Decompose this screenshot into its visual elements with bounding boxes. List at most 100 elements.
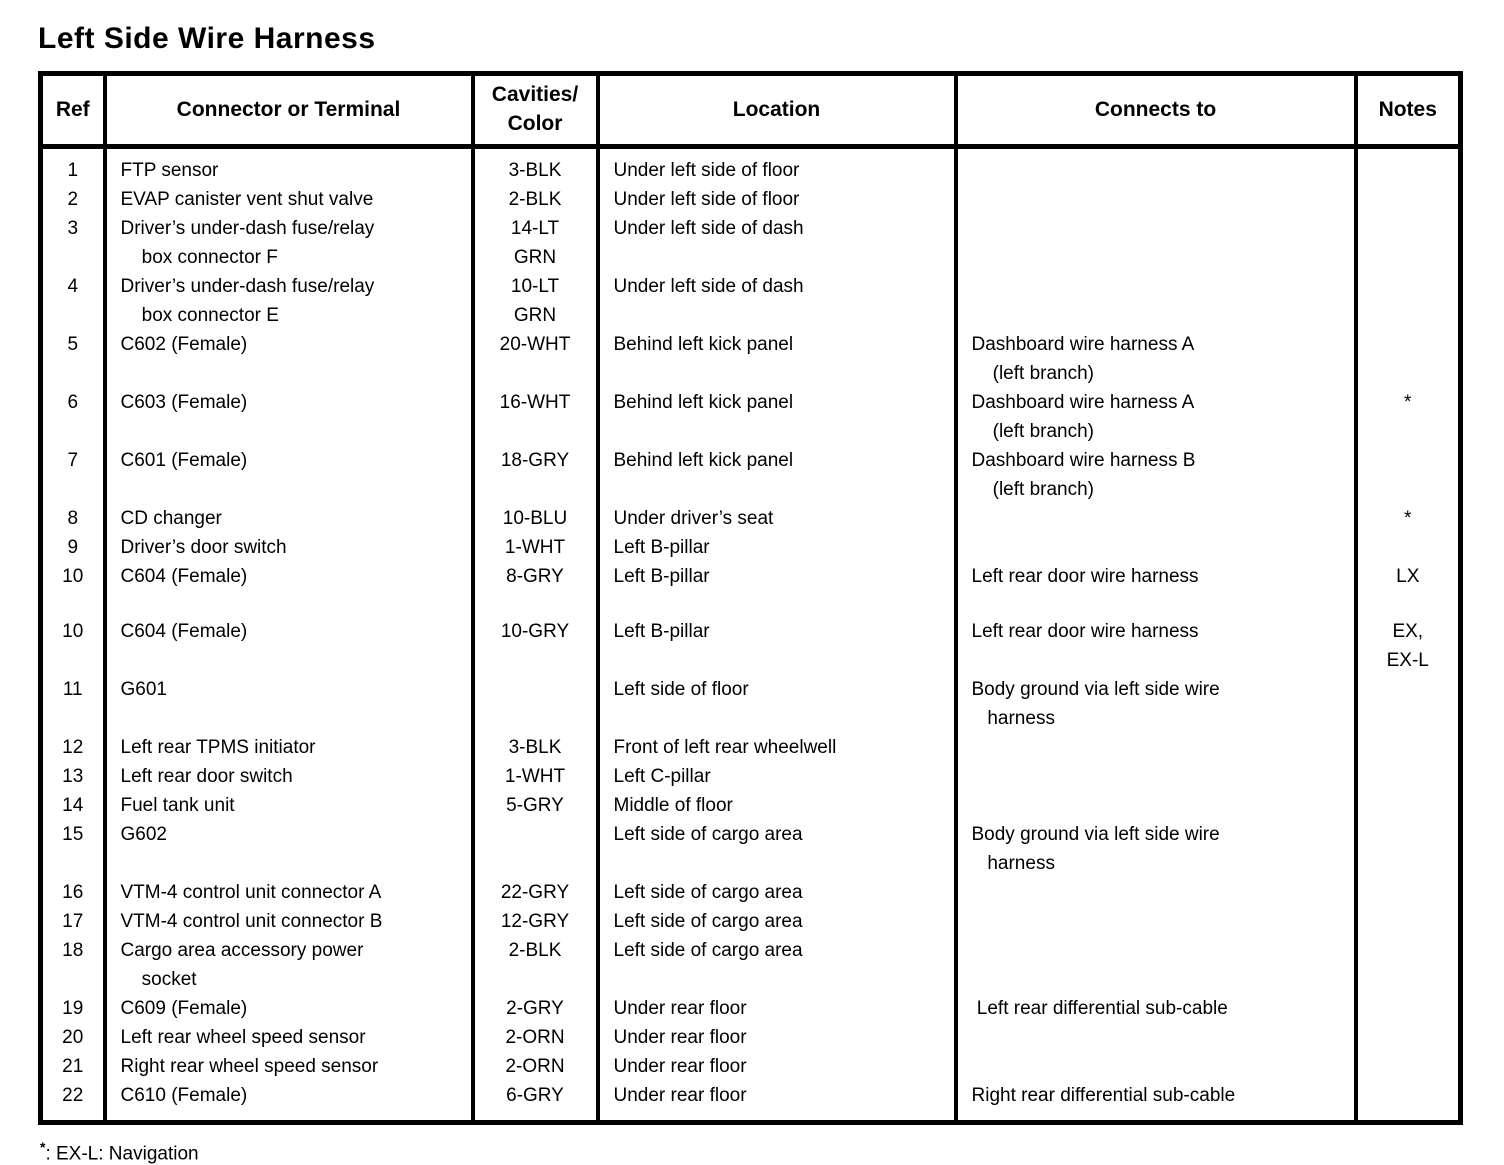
cell-connector: C609 (Female) bbox=[102, 994, 475, 1023]
table-row: 2 EVAP canister vent shut valve 2-BLK Under… bbox=[38, 185, 1463, 214]
cell-connects-to: Dashboard wire harness B (left branch) bbox=[953, 446, 1358, 504]
cell-connector: Right rear wheel speed sensor bbox=[102, 1052, 475, 1081]
cell-notes bbox=[1353, 533, 1463, 562]
cell-location: Under rear floor bbox=[595, 1052, 958, 1081]
table-row: 11 G601 Left side of floor Body ground via … bbox=[38, 675, 1463, 733]
cell-connects-to: Body ground via left side wire harness bbox=[953, 820, 1358, 878]
cell-ref: 13 bbox=[38, 762, 107, 791]
column-header-notes: Notes bbox=[1353, 73, 1463, 149]
cell-connects-to bbox=[953, 791, 1358, 820]
cell-notes bbox=[1353, 994, 1463, 1023]
cell-connects-to: Right rear differential sub-cable bbox=[953, 1081, 1358, 1123]
cell-cavities: 3-BLK bbox=[470, 146, 600, 185]
cell-connects-to: Left rear door wire harness bbox=[953, 617, 1358, 675]
cell-notes bbox=[1353, 907, 1463, 936]
cell-location: Under left side of floor bbox=[595, 185, 958, 214]
cell-ref: 6 bbox=[38, 388, 107, 446]
cell-ref: 10 bbox=[38, 617, 107, 675]
cell-connects-to bbox=[953, 907, 1358, 936]
cell-cavities: 2-BLK bbox=[470, 185, 600, 214]
footnote: *: EX-L: Navigation bbox=[40, 1139, 1468, 1165]
cell-cavities: 10-BLU bbox=[470, 504, 600, 533]
cell-notes: * bbox=[1353, 388, 1463, 446]
cell-connector: G601 bbox=[102, 675, 475, 733]
cell-connector: FTP sensor bbox=[102, 146, 475, 185]
cell-ref: 9 bbox=[38, 533, 107, 562]
cell-notes: * bbox=[1353, 504, 1463, 533]
table-row: 16 VTM-4 control unit connector A 22-GRY Le… bbox=[38, 878, 1463, 907]
cell-connects-to bbox=[953, 878, 1358, 907]
cell-location: Left C-pillar bbox=[595, 762, 958, 791]
cell-location: Middle of floor bbox=[595, 791, 958, 820]
cell-ref: 20 bbox=[38, 1023, 107, 1052]
table-row: 6 C603 (Female) 16-WHT Behind left kick pan… bbox=[38, 388, 1463, 446]
cell-location: Under left side of dash bbox=[595, 272, 958, 330]
cell-notes bbox=[1353, 185, 1463, 214]
cell-cavities: 16-WHT bbox=[470, 388, 600, 446]
cell-connector: C604 (Female) bbox=[102, 562, 475, 617]
cell-connector: Cargo area accessory power socket bbox=[102, 936, 475, 994]
cell-connects-to bbox=[953, 733, 1358, 762]
cell-connector: C603 (Female) bbox=[102, 388, 475, 446]
cell-connects-to: Dashboard wire harness A (left branch) bbox=[953, 330, 1358, 388]
cell-ref: 19 bbox=[38, 994, 107, 1023]
cell-connector: C610 (Female) bbox=[102, 1081, 475, 1123]
cell-notes bbox=[1353, 936, 1463, 994]
cell-notes: LX bbox=[1353, 562, 1463, 617]
table-row: 4 Driver’s under-dash fuse/relay box conn… bbox=[38, 272, 1463, 330]
cell-connects-to: Dashboard wire harness A (left branch) bbox=[953, 388, 1358, 446]
cell-location: Left side of cargo area bbox=[595, 820, 958, 878]
cell-cavities bbox=[470, 820, 600, 878]
cell-ref: 3 bbox=[38, 214, 107, 272]
cell-connects-to bbox=[953, 146, 1358, 185]
cell-location: Under driver’s seat bbox=[595, 504, 958, 533]
table-row: 19 C609 (Female) 2-GRY Under rear floor Lef… bbox=[38, 994, 1463, 1023]
cell-connects-to bbox=[953, 936, 1358, 994]
cell-connector: CD changer bbox=[102, 504, 475, 533]
cell-location: Left side of cargo area bbox=[595, 907, 958, 936]
cell-notes bbox=[1353, 762, 1463, 791]
cell-ref: 7 bbox=[38, 446, 107, 504]
table-row: 10 C604 (Female) 8-GRY Left B-pillar Left re… bbox=[38, 562, 1463, 617]
table-row: 9 Driver’s door switch 1-WHT Left B-pillar bbox=[38, 533, 1463, 562]
cell-ref: 15 bbox=[38, 820, 107, 878]
cell-location: Under left side of dash bbox=[595, 214, 958, 272]
cell-connector: EVAP canister vent shut valve bbox=[102, 185, 475, 214]
cell-connector: Driver’s door switch bbox=[102, 533, 475, 562]
cell-location: Left side of cargo area bbox=[595, 936, 958, 994]
cell-notes bbox=[1353, 1023, 1463, 1052]
cell-notes bbox=[1353, 146, 1463, 185]
wire-harness-table: Ref Connector or Terminal Cavities/Color Lo… bbox=[38, 71, 1463, 1125]
cell-ref: 10 bbox=[38, 562, 107, 617]
cell-cavities: 2-ORN bbox=[470, 1052, 600, 1081]
cell-location: Under rear floor bbox=[595, 1081, 958, 1123]
table-body: 1 FTP sensor 3-BLK Under left side of floor… bbox=[38, 146, 1463, 1123]
cell-cavities: 20-WHT bbox=[470, 330, 600, 388]
cell-connector: Driver’s under-dash fuse/relay box conne… bbox=[102, 214, 475, 272]
column-header-cavities: Cavities/Color bbox=[470, 73, 600, 149]
table-row: 15 G602 Left side of cargo area Body ground… bbox=[38, 820, 1463, 878]
table-row: 17 VTM-4 control unit connector B 12-GRY Le… bbox=[38, 907, 1463, 936]
cell-cavities: 1-WHT bbox=[470, 533, 600, 562]
cell-notes bbox=[1353, 675, 1463, 733]
cell-connector: Left rear wheel speed sensor bbox=[102, 1023, 475, 1052]
cell-ref: 18 bbox=[38, 936, 107, 994]
table-row: 3 Driver’s under-dash fuse/relay box conn… bbox=[38, 214, 1463, 272]
cell-cavities bbox=[470, 675, 600, 733]
cell-location: Left B-pillar bbox=[595, 617, 958, 675]
cell-connects-to bbox=[953, 272, 1358, 330]
cell-location: Under left side of floor bbox=[595, 146, 958, 185]
cell-connects-to: Left rear differential sub-cable bbox=[953, 994, 1358, 1023]
cell-location: Left B-pillar bbox=[595, 562, 958, 617]
table-row: 7 C601 (Female) 18-GRY Behind left kick pan… bbox=[38, 446, 1463, 504]
cell-location: Behind left kick panel bbox=[595, 388, 958, 446]
header-row: Ref Connector or Terminal Cavities/Color Lo… bbox=[38, 73, 1463, 149]
cell-connects-to bbox=[953, 1052, 1358, 1081]
table-header: Ref Connector or Terminal Cavities/Color Lo… bbox=[38, 73, 1463, 149]
cell-cavities: 14-LT GRN bbox=[470, 214, 600, 272]
table-row: 21 Right rear wheel speed sensor 2-ORN Unde… bbox=[38, 1052, 1463, 1081]
cell-connector: C604 (Female) bbox=[102, 617, 475, 675]
cell-location: Under rear floor bbox=[595, 994, 958, 1023]
cell-connector: VTM-4 control unit connector B bbox=[102, 907, 475, 936]
cell-ref: 14 bbox=[38, 791, 107, 820]
